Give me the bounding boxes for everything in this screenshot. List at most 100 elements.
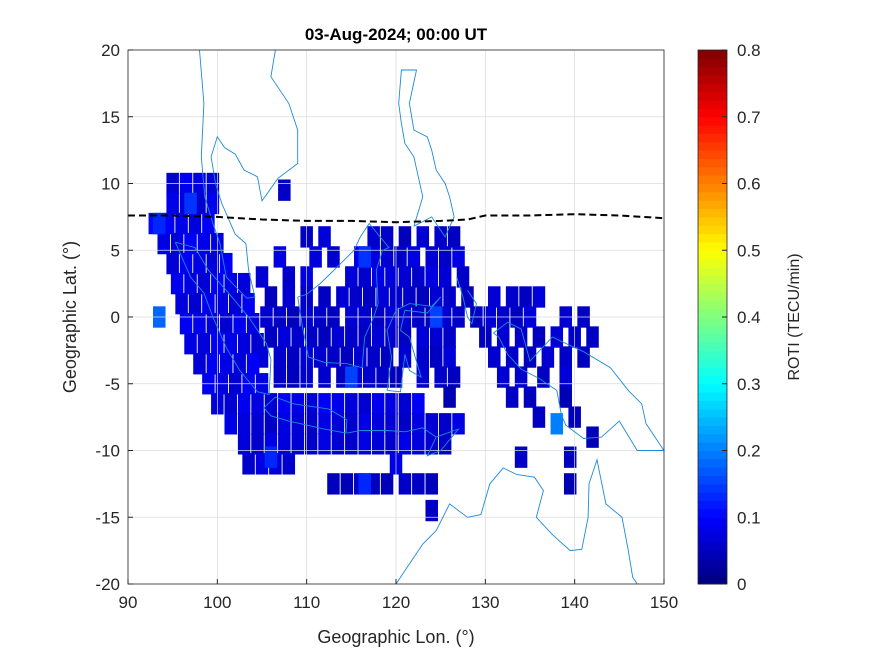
roti-cell: [385, 266, 398, 288]
colorbar-segment: [698, 408, 727, 418]
colorbar-segment: [698, 100, 727, 109]
roti-cell: [371, 433, 385, 455]
roti-cell: [362, 366, 376, 388]
roti-cell: [170, 272, 184, 295]
roti-cell: [394, 246, 407, 268]
roti-cell: [416, 346, 430, 368]
roti-cell: [380, 226, 394, 248]
y-axis-ticks: 20 15 10 5 0 -5 -10 -15 -20: [95, 41, 133, 594]
colorbar-segment: [698, 417, 727, 426]
colorbar-segment: [698, 433, 727, 443]
roti-cell: [354, 346, 367, 368]
roti-cell: [184, 232, 197, 255]
roti-cell: [264, 286, 278, 308]
magnetic-equator-line: [128, 213, 665, 224]
roti-cell: [206, 192, 220, 215]
coastline: [398, 69, 455, 238]
colorbar-segment: [698, 458, 727, 468]
colorbar-segment: [698, 358, 727, 368]
roti-cell: [246, 353, 260, 375]
x-tick-label: 120: [382, 593, 410, 612]
colorbar-segment: [698, 550, 727, 560]
chart-title: 03-Aug-2024; 00:00 UT: [305, 25, 488, 44]
coastline: [346, 427, 460, 457]
roti-cell: [331, 413, 345, 435]
roti-cell: [380, 473, 394, 495]
roti-cell: [559, 366, 572, 388]
roti-cell: [438, 433, 452, 455]
roti-cell: [371, 326, 385, 348]
colorbar-segment: [698, 567, 727, 577]
coastline: [297, 222, 390, 369]
colorbar-segment: [698, 166, 727, 176]
y-tick-label: -10: [95, 442, 120, 461]
roti-cell: [224, 333, 237, 355]
roti-cell: [313, 346, 327, 368]
colorbar-segment: [698, 492, 727, 502]
roti-cell: [273, 366, 287, 388]
roti-cell: [398, 473, 412, 495]
colorbar-segment: [698, 375, 727, 385]
roti-cell: [220, 353, 233, 375]
roti-cell: [291, 393, 304, 415]
colorbar-segment: [698, 342, 727, 351]
roti-cell: [385, 393, 398, 415]
roti-cell: [331, 326, 345, 348]
roti-cell: [264, 413, 278, 435]
roti-cell: [237, 393, 251, 415]
roti-cell: [514, 446, 528, 468]
roti-cell: [228, 292, 242, 315]
colorbar-tick-label: 0.1: [737, 508, 761, 527]
roti-cell: [242, 453, 255, 475]
roti-cell: [278, 413, 291, 435]
roti-cell: [416, 326, 430, 348]
grid-lines: [127, 49, 665, 585]
roti-cell: [447, 226, 461, 248]
colorbar-segment: [698, 225, 727, 235]
roti-cell: [309, 246, 322, 268]
coastline: [174, 241, 272, 395]
colorbar-segment: [698, 392, 727, 401]
roti-cell: [412, 473, 425, 495]
roti-cell: [193, 312, 206, 335]
roti-cell: [358, 266, 371, 288]
colorbar-tick-label: 0.6: [737, 175, 761, 194]
roti-cell: [385, 326, 398, 348]
roti-cell: [220, 312, 233, 335]
roti-cell: [425, 473, 438, 495]
colorbar-segment: [698, 558, 727, 568]
roti-cell: [550, 326, 564, 348]
y-tick-label: -20: [95, 575, 120, 594]
roti-cell: [586, 326, 599, 348]
colorbar-segment: [698, 500, 727, 510]
roti-cell: [251, 433, 264, 455]
roti-cell: [416, 226, 430, 248]
roti-cell: [175, 292, 188, 315]
roti-cell: [577, 346, 590, 368]
colorbar-segment: [698, 58, 727, 68]
roti-cell: [340, 346, 354, 368]
roti-cell: [220, 252, 233, 275]
roti-cell: [358, 393, 371, 415]
roti-cell: [345, 393, 358, 415]
roti-cell: [349, 286, 363, 308]
roti-cell: [179, 312, 193, 335]
colorbar-label: ROTI (TECU/min): [786, 253, 803, 380]
roti-cell-highlight: [550, 413, 564, 435]
roti-cell: [336, 286, 349, 308]
roti-cell: [496, 326, 510, 348]
roti-cell: [434, 226, 447, 248]
roti-cell-highlight: [153, 212, 166, 235]
roti-cell: [304, 393, 318, 415]
x-tick-label: 150: [650, 593, 678, 612]
roti-cell: [452, 413, 465, 435]
roti-cell: [367, 346, 380, 368]
roti-cell: [563, 473, 577, 495]
roti-cell: [282, 266, 296, 288]
colorbar-segment: [698, 183, 727, 193]
colorbar-segment: [698, 50, 727, 59]
roti-cell: [563, 446, 577, 468]
colorbar-tick-label: 0.2: [737, 442, 761, 461]
colorbar-segment: [698, 308, 727, 318]
roti-cell: [425, 266, 438, 288]
